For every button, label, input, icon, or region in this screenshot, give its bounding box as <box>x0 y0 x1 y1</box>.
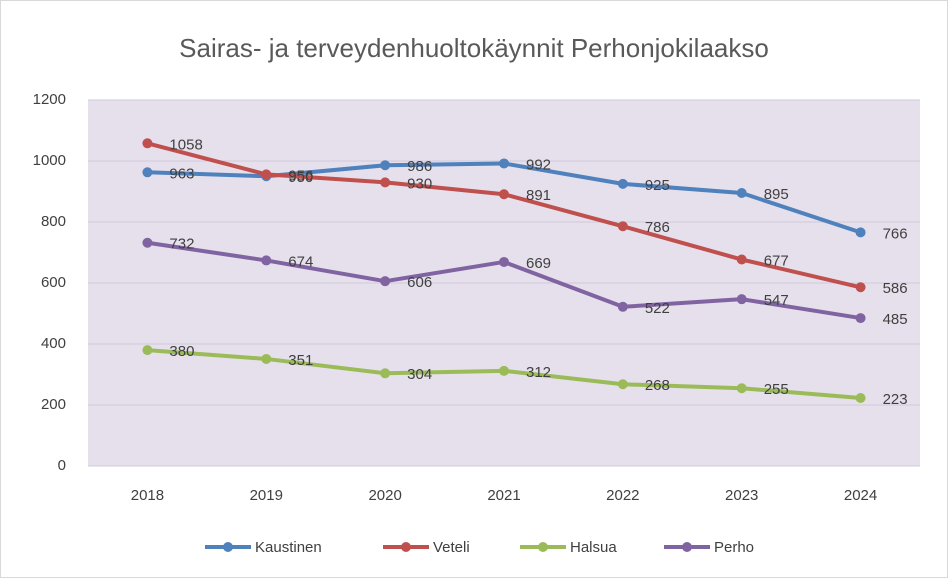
data-label: 956 <box>288 167 313 184</box>
data-label: 925 <box>645 177 670 194</box>
data-label: 963 <box>169 165 194 182</box>
y-tick-label: 400 <box>41 335 66 352</box>
data-label: 677 <box>764 252 789 269</box>
data-point <box>617 178 628 189</box>
data-point <box>736 383 747 394</box>
data-point <box>855 392 866 403</box>
data-point <box>380 368 391 379</box>
data-label: 674 <box>288 253 313 270</box>
data-point <box>142 138 153 149</box>
data-label: 522 <box>645 300 670 317</box>
data-label: 223 <box>883 391 908 408</box>
y-tick-label: 1000 <box>33 152 66 169</box>
data-point <box>380 177 391 188</box>
x-tick-label: 2024 <box>844 487 877 504</box>
legend-marker <box>223 542 233 552</box>
y-tick-label: 0 <box>58 457 66 474</box>
data-label: 380 <box>169 343 194 360</box>
data-point <box>261 353 272 364</box>
legend-marker <box>682 542 692 552</box>
y-tick-label: 200 <box>41 396 66 413</box>
data-point <box>380 276 391 287</box>
data-point <box>380 160 391 171</box>
data-label: 485 <box>883 311 908 328</box>
data-point <box>617 221 628 232</box>
data-label: 786 <box>645 219 670 236</box>
data-point <box>855 227 866 238</box>
x-tick-label: 2019 <box>250 487 283 504</box>
legend-label: Veteli <box>433 539 470 556</box>
data-point <box>736 188 747 199</box>
legend-label: Halsua <box>570 539 617 556</box>
data-label: 547 <box>764 292 789 309</box>
data-point <box>499 256 509 267</box>
data-point <box>855 313 866 324</box>
data-point <box>736 294 747 305</box>
data-label: 268 <box>645 377 670 394</box>
data-label: 732 <box>169 236 194 253</box>
data-label: 986 <box>407 158 432 175</box>
data-label: 304 <box>407 366 432 383</box>
data-label: 669 <box>526 255 551 272</box>
y-tick-label: 1200 <box>33 91 66 108</box>
data-point <box>617 379 628 390</box>
data-label: 930 <box>407 175 432 192</box>
data-point <box>499 365 509 376</box>
y-tick-label: 600 <box>41 274 66 291</box>
data-label: 992 <box>526 156 551 173</box>
data-label: 766 <box>883 225 908 242</box>
data-point <box>736 254 747 265</box>
data-point <box>499 189 509 200</box>
data-label: 895 <box>764 186 789 203</box>
y-tick-label: 800 <box>41 213 66 230</box>
data-point <box>142 167 153 178</box>
data-point <box>142 237 153 248</box>
data-label: 255 <box>764 381 789 398</box>
legend-label: Kaustinen <box>255 539 322 556</box>
data-point <box>855 282 866 293</box>
data-point <box>499 158 509 169</box>
x-tick-label: 2021 <box>487 487 520 504</box>
x-tick-label: 2022 <box>606 487 639 504</box>
data-point <box>142 345 153 356</box>
legend-marker <box>401 542 411 552</box>
data-label: 606 <box>407 274 432 291</box>
chart-title: Sairas- ja terveydenhuoltokäynnit Perhon… <box>179 33 769 63</box>
x-tick-label: 2020 <box>368 487 401 504</box>
data-point <box>617 301 628 312</box>
data-label: 891 <box>526 187 551 204</box>
legend-marker <box>538 542 548 552</box>
legend-label: Perho <box>714 539 754 556</box>
x-tick-label: 2023 <box>725 487 758 504</box>
data-label: 1058 <box>169 136 202 153</box>
x-tick-label: 2018 <box>131 487 164 504</box>
data-point <box>261 255 272 266</box>
data-label: 312 <box>526 364 551 381</box>
data-label: 586 <box>883 280 908 297</box>
data-label: 351 <box>288 352 313 369</box>
data-point <box>261 169 272 180</box>
